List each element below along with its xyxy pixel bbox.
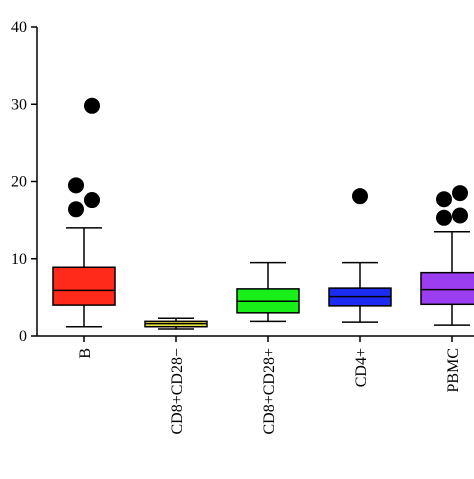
box-iqr [52, 266, 116, 306]
category-label: PBMC [445, 348, 462, 392]
box-group [144, 317, 208, 330]
labels-layer: 0 10 20 30 40 B CD8+CD28− CD8+CD28+ CD4+ PBMC [11, 19, 462, 435]
outlier-point [352, 188, 368, 205]
axes [31, 26, 474, 342]
category-label: B [77, 348, 94, 359]
y-tick-label: 0 [19, 328, 27, 345]
boxes-layer [52, 97, 474, 330]
y-tick-label: 20 [11, 174, 27, 191]
box-group [52, 97, 116, 328]
y-tick-label: 30 [11, 96, 27, 113]
outlier-point [436, 209, 452, 226]
category-label: CD8+CD28+ [261, 348, 278, 435]
y-tick-label: 40 [11, 19, 27, 36]
box-group [328, 188, 392, 323]
box-group [236, 261, 300, 323]
outlier-point [68, 177, 84, 194]
outlier-point [84, 192, 100, 209]
y-tick-label: 10 [11, 251, 27, 268]
category-label: CD8+CD28− [169, 348, 186, 435]
category-label: CD4+ [353, 348, 370, 387]
outlier-point [436, 191, 452, 208]
outlier-point [452, 207, 468, 224]
box-iqr [420, 271, 474, 306]
outlier-point [452, 185, 468, 202]
outlier-point [68, 201, 84, 218]
outlier-point [84, 97, 100, 114]
box-group [420, 185, 474, 326]
